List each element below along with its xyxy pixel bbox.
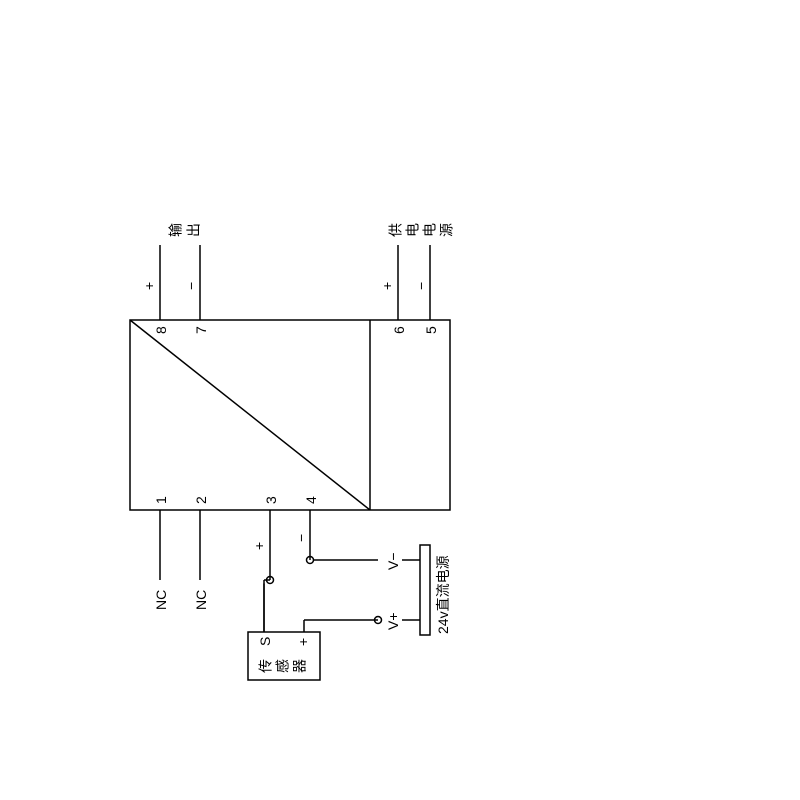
vplus-label: V+	[385, 612, 401, 630]
power-bar-label: 24v直流电源	[435, 555, 451, 634]
pin-5-sign: −	[413, 282, 429, 290]
pin-6-num: 6	[391, 326, 407, 334]
pin-4-sign: −	[293, 534, 309, 542]
vminus-label: V−	[385, 552, 401, 570]
pin-2-num: 2	[193, 496, 209, 504]
pin-7-num: 7	[193, 326, 209, 334]
right-label-output: 输出	[168, 222, 204, 238]
diagonal-line	[130, 320, 370, 510]
sensor-title: 传感器	[258, 658, 309, 674]
pin-1-label: NC	[153, 590, 169, 610]
main-block	[130, 320, 450, 510]
power-bar	[420, 545, 430, 635]
pin-8-num: 8	[153, 326, 169, 334]
sensor-plus-label: +	[295, 638, 311, 646]
right-label-power: 供电电源	[388, 222, 456, 238]
pin-2-label: NC	[193, 590, 209, 610]
sensor-s-label: S	[257, 637, 273, 646]
wiring-diagram: 1 NC 2 NC 3 + 4 − 传感器 S + V+ V− 24v直流电源 …	[0, 0, 800, 800]
pin-4-num: 4	[303, 496, 319, 504]
pin-5-num: 5	[423, 326, 439, 334]
pin-7-sign: −	[183, 282, 199, 290]
pin-8-sign: +	[141, 282, 157, 290]
pin-6-sign: +	[379, 282, 395, 290]
pin-3-sign: +	[251, 542, 267, 550]
pin-1-num: 1	[153, 496, 169, 504]
pin-3-num: 3	[263, 496, 279, 504]
